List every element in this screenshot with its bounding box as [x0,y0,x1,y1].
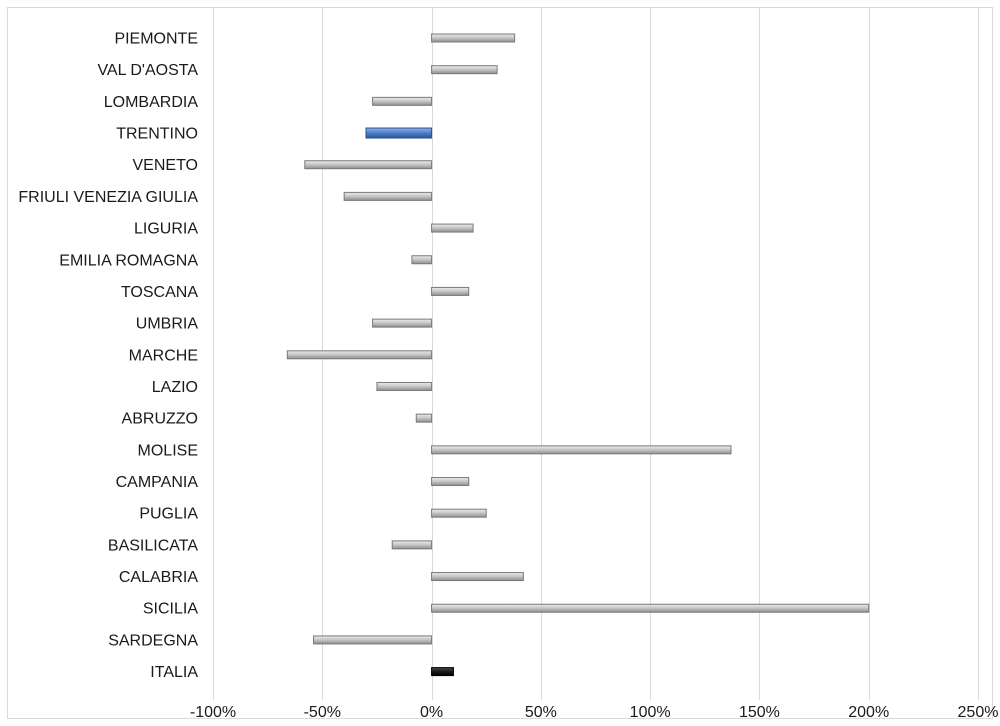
bar [431,603,870,613]
bar [431,508,487,518]
category-label: MOLISE [138,442,198,459]
x-tick-label: 50% [525,704,557,721]
bar [431,477,470,487]
category-label: ITALIA [150,664,198,681]
bar [431,667,454,677]
bar [286,350,433,360]
category-label: ABRUZZO [122,411,198,428]
bars [286,33,870,677]
bar [431,445,732,455]
category-label: VAL D'AOSTA [97,62,198,79]
bar [431,33,516,43]
x-axis-tick-labels: -100% -50% 0% 50% 100% 150% 200% 250% [190,704,999,721]
category-label: SICILIA [143,601,198,618]
category-label: PUGLIA [139,506,198,523]
x-tick-label: 200% [848,704,889,721]
category-label: BASILICATA [108,537,198,554]
bar [415,413,433,423]
category-label: FRIULI VENEZIA GIULIA [18,189,198,206]
category-label: TRENTINO [116,126,198,143]
chart-frame [7,7,993,719]
bar [343,191,433,201]
bar [372,96,433,106]
category-label: PIEMONTE [114,31,198,48]
bar [431,286,470,296]
x-tick-label: 150% [739,704,780,721]
category-label: LIGURIA [134,221,198,238]
bar [376,381,433,391]
bar [431,572,524,582]
category-label: LAZIO [152,379,198,396]
bar [431,65,498,75]
category-label: EMILIA ROMAGNA [59,252,198,269]
category-label: CAMPANIA [116,474,199,491]
bar [313,635,433,645]
category-label: UMBRIA [136,316,199,333]
x-tick-label: 0% [420,704,443,721]
category-label: SARDEGNA [108,632,198,649]
bar [391,540,433,550]
bar [372,318,433,328]
x-tick-label: 250% [958,704,999,721]
bar [365,127,433,139]
category-label: CALABRIA [119,569,198,586]
gridlines [213,8,979,700]
bar [304,160,433,170]
category-labels: PIEMONTE VAL D'AOSTA LOMBARDIA TRENTINO VENE… [18,31,198,682]
x-tick-label: -50% [304,704,341,721]
category-label: VENETO [133,157,199,174]
bar [431,223,474,233]
bar [411,255,433,265]
x-tick-label: 100% [630,704,671,721]
category-label: TOSCANA [121,284,198,301]
category-label: MARCHE [129,347,198,364]
x-tick-label: -100% [190,704,236,721]
category-label: LOMBARDIA [104,94,199,111]
